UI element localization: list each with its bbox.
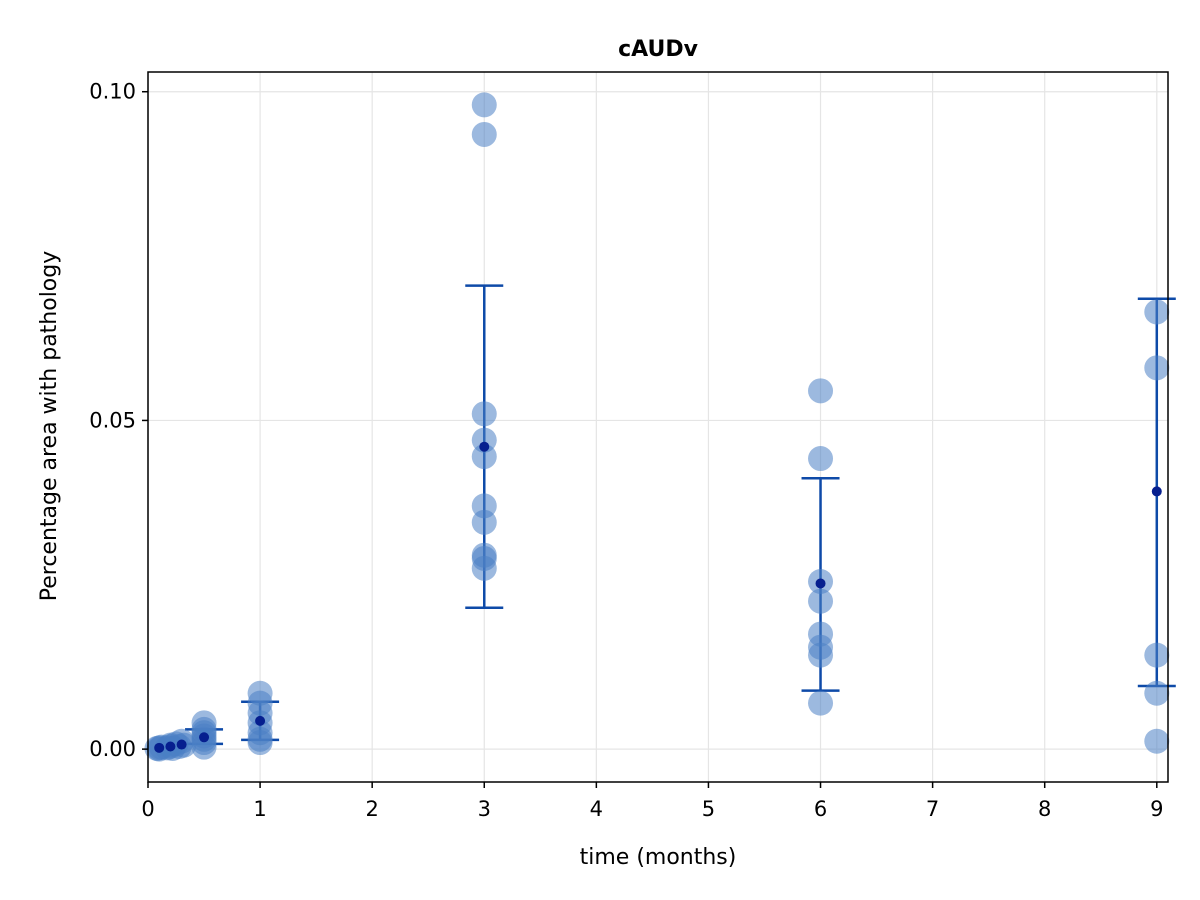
data-point — [1144, 299, 1170, 325]
data-point — [1144, 642, 1170, 668]
x-tick-label: 9 — [1150, 797, 1163, 821]
y-axis-label: Percentage area with pathology — [37, 251, 62, 602]
data-point — [808, 378, 834, 404]
y-tick-label: 0.10 — [89, 80, 136, 104]
mean-marker — [815, 578, 826, 589]
x-tick-label: 2 — [365, 797, 378, 821]
x-axis-ticks: 0 1 2 3 4 5 6 7 8 9 — [141, 782, 1163, 821]
data-point — [471, 509, 497, 535]
data-points — [144, 92, 1170, 762]
data-point — [471, 444, 497, 470]
data-point — [191, 734, 217, 760]
plot-frame — [147, 71, 1169, 783]
mean-marker — [255, 715, 266, 726]
data-point — [471, 401, 497, 427]
data-point — [471, 555, 497, 581]
x-tick-label: 5 — [702, 797, 715, 821]
x-tick-label: 4 — [590, 797, 603, 821]
data-point — [808, 446, 834, 472]
mean-marker — [479, 441, 490, 452]
y-tick-label: 0.05 — [89, 408, 136, 432]
data-point — [1144, 728, 1170, 754]
data-point — [808, 588, 834, 614]
data-point — [808, 690, 834, 716]
x-axis-label: time (months) — [580, 845, 737, 870]
mean-marker — [199, 732, 210, 743]
data-point — [471, 121, 497, 147]
x-tick-label: 7 — [926, 797, 939, 821]
x-tick-label: 0 — [141, 797, 154, 821]
mean-marker — [165, 741, 176, 752]
data-point — [471, 92, 497, 118]
mean-markers — [154, 441, 1162, 753]
data-point — [1144, 680, 1170, 706]
mean-marker — [154, 742, 165, 753]
mean-marker — [176, 739, 187, 750]
error-bars — [185, 284, 1176, 746]
data-point — [247, 730, 273, 756]
grid-lines — [147, 72, 1168, 782]
mean-marker — [1151, 486, 1162, 497]
y-tick-label: 0.00 — [89, 737, 136, 761]
y-axis-ticks: 0.00 0.05 0.10 — [89, 80, 148, 761]
chart-title: cAUDv — [618, 37, 699, 62]
data-point — [1144, 355, 1170, 381]
x-tick-label: 3 — [478, 797, 491, 821]
x-tick-label: 6 — [814, 797, 827, 821]
x-tick-label: 1 — [253, 797, 266, 821]
x-tick-label: 8 — [1038, 797, 1051, 821]
data-point — [808, 642, 834, 668]
